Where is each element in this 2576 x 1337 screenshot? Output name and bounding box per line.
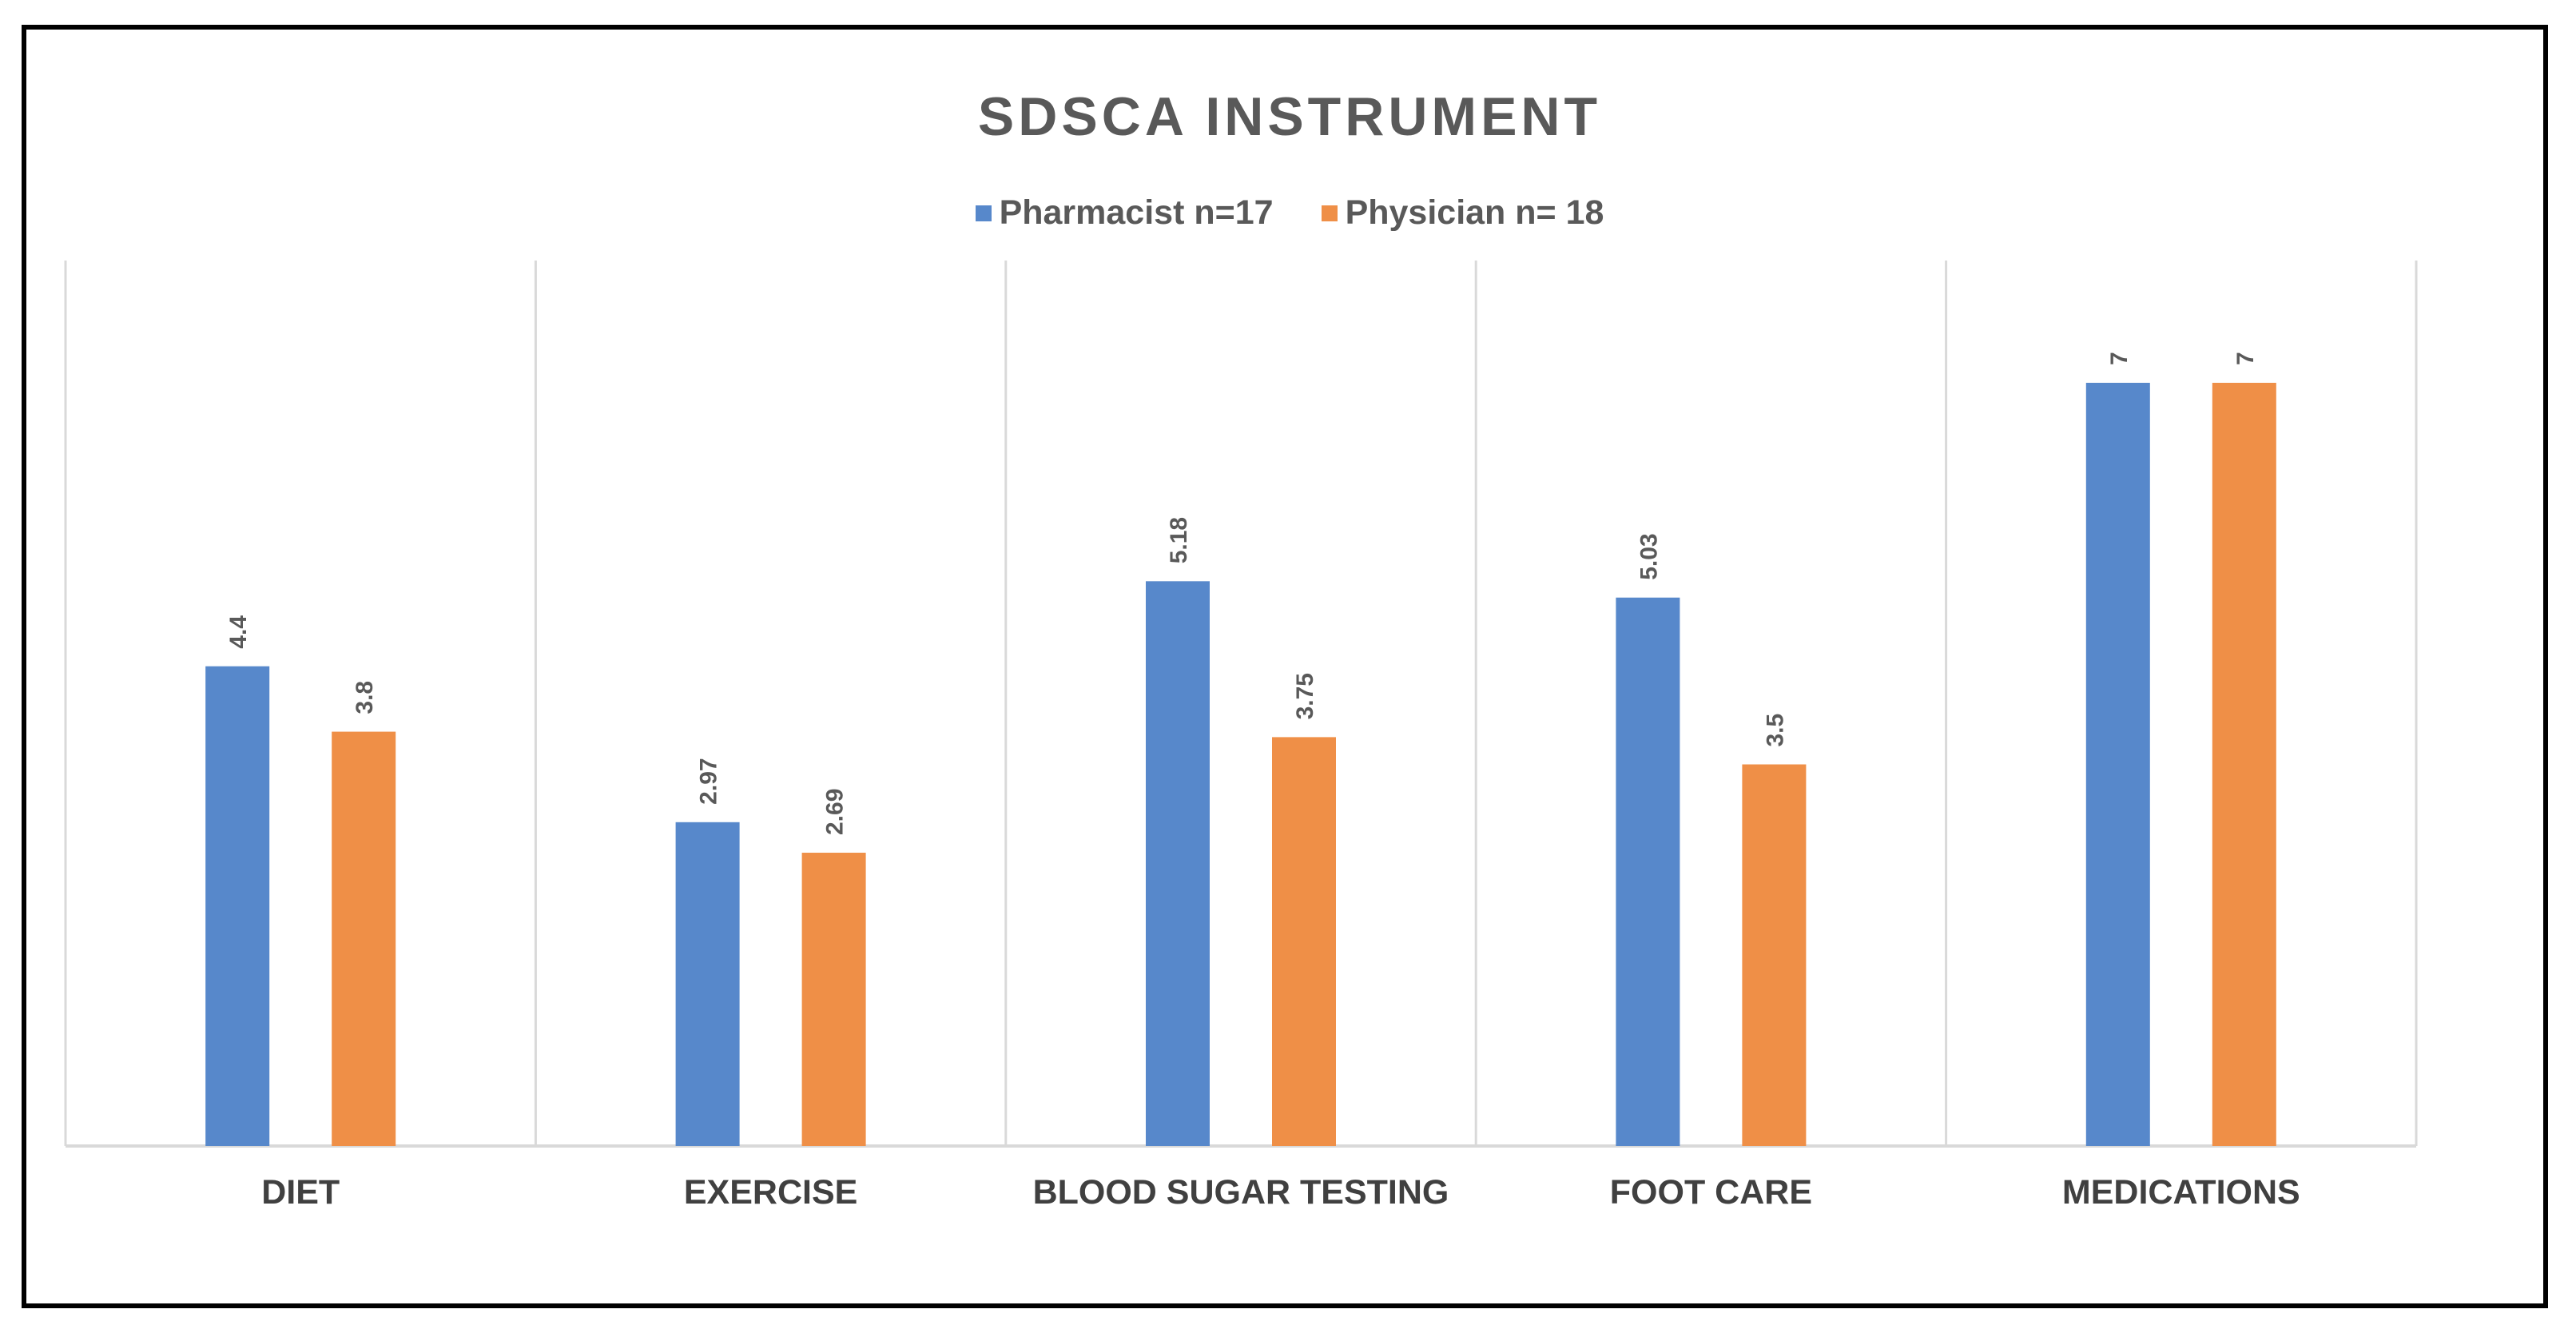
data-label-physician: 3.75 bbox=[1292, 673, 1318, 719]
legend-item-pharmacist: Pharmacist n=17 bbox=[975, 193, 1274, 233]
legend-label-pharmacist: Pharmacist n=17 bbox=[999, 193, 1274, 232]
bar-pharmacist bbox=[1146, 581, 1210, 1146]
data-label-pharmacist: 5.03 bbox=[1636, 533, 1662, 579]
x-tick-label: BLOOD SUGAR TESTING bbox=[1033, 1173, 1449, 1212]
legend-swatch-physician bbox=[1321, 205, 1338, 221]
data-label-physician: 2.69 bbox=[822, 789, 849, 835]
bar-chart: 4.4 3.8 DIET 2.97 2.69 EXERCISE 5.18 3.75 BLOOD … bbox=[64, 261, 2418, 1212]
data-label-physician: 3.8 bbox=[352, 681, 378, 714]
data-label-physician: 3.5 bbox=[1762, 714, 1788, 747]
chart-title: SDSCA INSTRUMENT bbox=[977, 86, 1602, 147]
bar-pharmacist bbox=[205, 666, 270, 1146]
bar-pharmacist bbox=[1616, 597, 1680, 1146]
chart-frame: SDSCA INSTRUMENT Pharmacist n=17 Physici… bbox=[22, 25, 2548, 1308]
x-tick-label: DIET bbox=[261, 1173, 340, 1212]
x-tick-label: MEDICATIONS bbox=[2062, 1173, 2300, 1212]
legend-item-physician: Physician n= 18 bbox=[1321, 193, 1604, 233]
x-tick-label: FOOT CARE bbox=[1610, 1173, 1812, 1212]
x-tick-label: EXERCISE bbox=[684, 1173, 857, 1212]
bar-pharmacist bbox=[675, 822, 740, 1146]
legend-label-physician: Physician n= 18 bbox=[1345, 193, 1604, 232]
bar-physician bbox=[2212, 383, 2276, 1146]
data-label-pharmacist: 2.97 bbox=[696, 758, 722, 804]
data-label-physician: 7 bbox=[2232, 352, 2259, 365]
data-label-pharmacist: 7 bbox=[2106, 352, 2133, 365]
data-label-pharmacist: 5.18 bbox=[1166, 517, 1192, 563]
bar-pharmacist bbox=[2085, 383, 2150, 1146]
legend-swatch-pharmacist bbox=[975, 205, 992, 221]
bar-physician bbox=[1742, 764, 1807, 1146]
bar-physician bbox=[332, 731, 396, 1146]
bar-physician bbox=[801, 853, 866, 1146]
legend: Pharmacist n=17 Physician n= 18 bbox=[26, 193, 2553, 233]
bar-physician bbox=[1272, 737, 1336, 1146]
data-label-pharmacist: 4.4 bbox=[225, 615, 252, 649]
